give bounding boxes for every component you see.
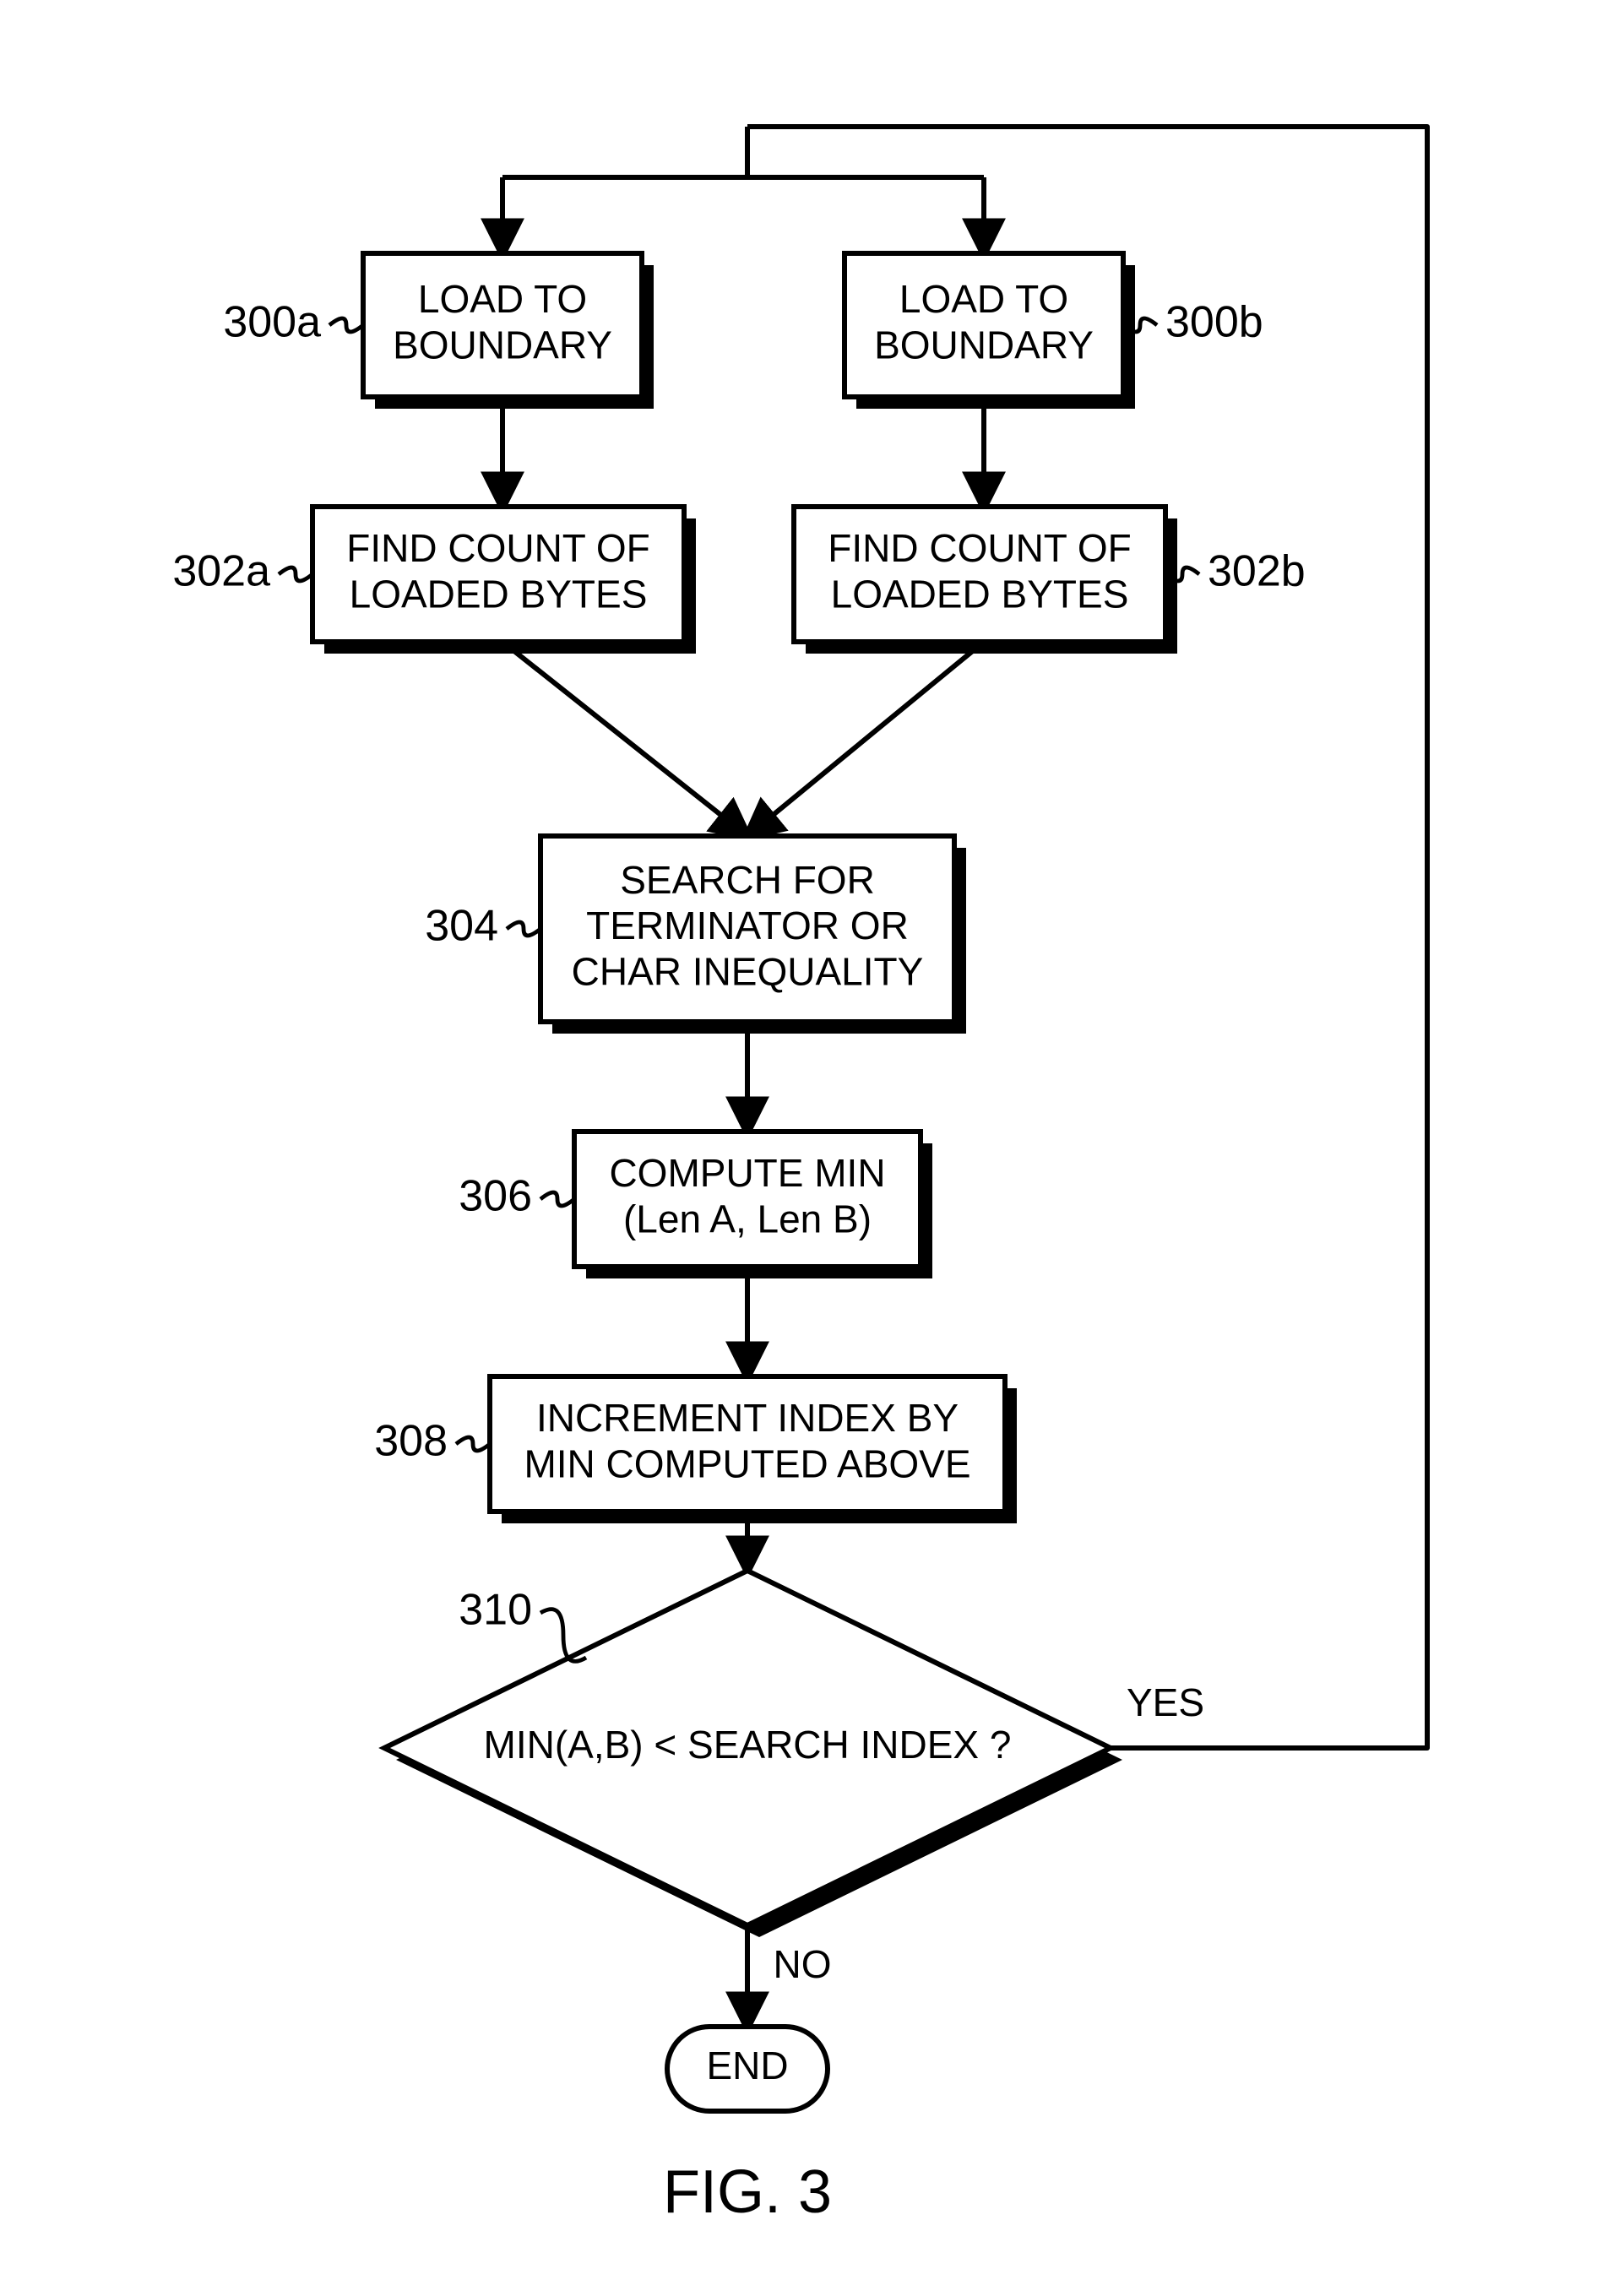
ref-label: 308: [374, 1417, 448, 1466]
node-text: FIND COUNT OF: [828, 526, 1131, 570]
node-n308: INCREMENT INDEX BYMIN COMPUTED ABOVE: [490, 1376, 1017, 1523]
node-text: BOUNDARY: [874, 323, 1094, 366]
node-text: FIND COUNT OF: [346, 526, 649, 570]
node-n302b: FIND COUNT OFLOADED BYTES: [794, 507, 1177, 654]
edge: [747, 642, 984, 836]
ref-label: 310: [459, 1586, 532, 1635]
edge-label: YES: [1127, 1680, 1204, 1724]
node-text: MIN COMPUTED ABOVE: [524, 1441, 970, 1485]
edge-label: NO: [774, 1942, 832, 1986]
nodes-layer: LOAD TOBOUNDARYLOAD TOBOUNDARYFIND COUNT…: [312, 253, 1177, 2111]
ref-label: 306: [459, 1172, 532, 1221]
node-text: LOAD TO: [899, 277, 1068, 321]
node-text: SEARCH FOR: [620, 858, 875, 902]
node-n300a: LOAD TOBOUNDARY: [363, 253, 654, 409]
node-text: LOADED BYTES: [350, 572, 648, 616]
node-text: (Len A, Len B): [623, 1197, 872, 1240]
node-text: COMPUTE MIN: [609, 1151, 885, 1195]
node-text: CHAR INEQUALITY: [572, 949, 924, 993]
node-text: LOAD TO: [418, 277, 587, 321]
node-n304: SEARCH FORTERMINATOR ORCHAR INEQUALITY: [540, 836, 966, 1034]
ref-label: 302a: [172, 547, 270, 596]
label-squiggle: [279, 567, 312, 581]
ref-label: 300b: [1165, 298, 1263, 347]
node-text: LOADED BYTES: [831, 572, 1129, 616]
figure-caption: FIG. 3: [663, 2158, 832, 2226]
node-text: INCREMENT INDEX BY: [536, 1396, 959, 1440]
node-text: MIN(A,B) < SEARCH INDEX ?: [484, 1723, 1012, 1767]
label-squiggle: [456, 1437, 490, 1451]
label-squiggle: [329, 318, 363, 332]
ref-label: 300a: [223, 298, 321, 347]
node-n302a: FIND COUNT OFLOADED BYTES: [312, 507, 696, 654]
node-text: BOUNDARY: [393, 323, 612, 366]
flowchart-canvas: NOYESLOAD TOBOUNDARYLOAD TOBOUNDARYFIND …: [0, 0, 1624, 2269]
label-squiggle: [540, 1192, 574, 1206]
node-text: END: [706, 2044, 788, 2087]
node-n300b: LOAD TOBOUNDARY: [845, 253, 1135, 409]
node-text: TERMINATOR OR: [586, 904, 909, 947]
ref-label: 302b: [1208, 547, 1306, 596]
node-nend: END: [667, 2027, 828, 2111]
edge: [502, 642, 747, 836]
node-n306: COMPUTE MIN(Len A, Len B): [574, 1132, 932, 1278]
label-squiggle: [507, 922, 540, 936]
ref-label: 304: [425, 902, 498, 951]
